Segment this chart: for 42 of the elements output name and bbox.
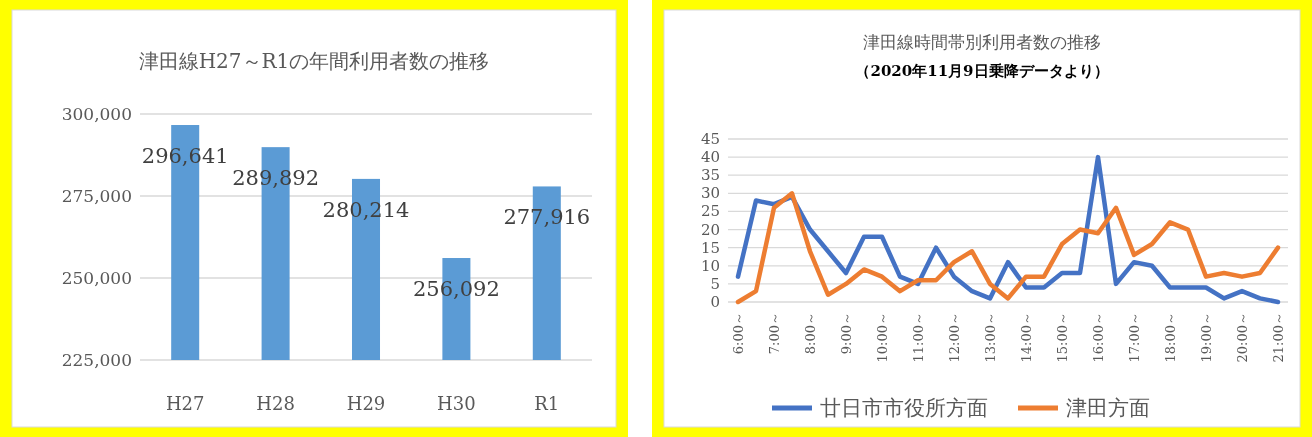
y-tick-label: 35 <box>700 166 720 185</box>
x-tick-label: 10:00～ <box>874 312 890 363</box>
x-tick-label: 7:00～ <box>766 312 782 355</box>
x-tick-label: H29 <box>346 393 386 414</box>
x-tick-label: H27 <box>165 393 205 414</box>
chart-title: 津田線時間帯別利用者数の推移 <box>863 32 1101 52</box>
y-tick-label: 0 <box>710 293 720 311</box>
line-series <box>735 154 1281 305</box>
x-tick-label: H28 <box>256 393 295 414</box>
x-tick-label: 14:00～ <box>1018 312 1034 363</box>
x-tick-label: R1 <box>534 393 560 414</box>
y-tick-label: 40 <box>700 148 720 167</box>
chart-title: 津田線H27～R1の年間利用者数の推移 <box>138 49 490 73</box>
y-tick-label: 30 <box>700 184 720 203</box>
x-tick-label: 15:00～ <box>1054 312 1070 363</box>
x-tick-label: 16:00～ <box>1090 312 1106 363</box>
x-tick-label: 17:00～ <box>1126 312 1142 363</box>
x-tick-label: 12:00～ <box>946 312 962 363</box>
legend-label: 廿日市市役所方面 <box>820 396 988 420</box>
y-tick-label: 250,000 <box>61 268 132 288</box>
y-tick-label: 225,000 <box>61 350 132 370</box>
x-tick-label: 21:00～ <box>1270 312 1286 363</box>
line-series <box>735 191 1281 305</box>
chart-subtitle: （2020年11月9日乗降データより） <box>855 62 1109 80</box>
y-tick-label: 15 <box>700 238 720 257</box>
x-tick-label: 19:00～ <box>1198 312 1214 363</box>
y-tick-label: 275,000 <box>61 186 132 206</box>
x-tick-label: 11:00～ <box>910 312 926 363</box>
x-tick-label: 18:00～ <box>1162 312 1178 363</box>
y-tick-label: 10 <box>700 256 720 275</box>
y-tick-label: 45 <box>700 130 720 148</box>
y-tick-label: 20 <box>700 220 720 239</box>
x-tick-label: 20:00～ <box>1234 312 1250 363</box>
y-tick-label: 5 <box>710 274 720 293</box>
y-tick-label: 25 <box>700 202 720 221</box>
x-tick-label: H30 <box>437 393 476 414</box>
x-tick-label: 8:00～ <box>802 312 818 355</box>
legend-label: 津田方面 <box>1066 396 1150 420</box>
y-tick-label: 300,000 <box>61 104 132 124</box>
x-tick-label: 9:00～ <box>838 312 854 355</box>
x-tick-label: 6:00～ <box>730 312 746 355</box>
x-tick-label: 13:00～ <box>982 312 998 363</box>
